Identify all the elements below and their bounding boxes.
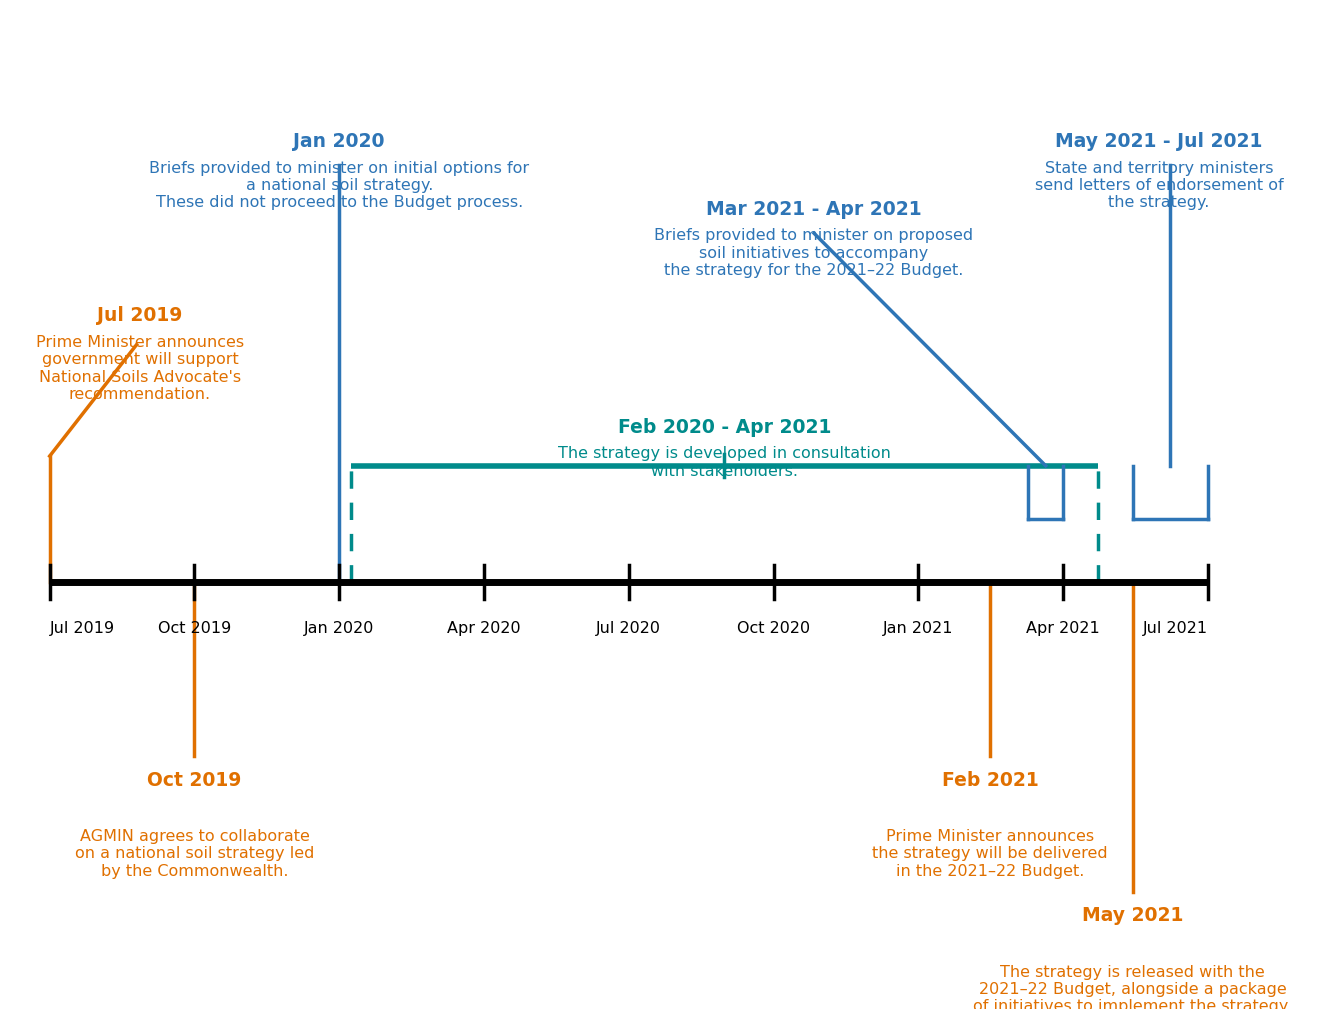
Text: AGMIN agrees to collaborate
on a national soil strategy led
by the Commonwealth.: AGMIN agrees to collaborate on a nationa… bbox=[74, 829, 314, 879]
Text: May 2021 - Jul 2021: May 2021 - Jul 2021 bbox=[1055, 132, 1263, 151]
Text: The strategy is released with the
2021–22 Budget, alongside a package
of initiat: The strategy is released with the 2021–2… bbox=[974, 965, 1291, 1009]
Text: Prime Minister announces
the strategy will be delivered
in the 2021–22 Budget.: Prime Minister announces the strategy wi… bbox=[872, 829, 1108, 879]
Text: Feb 2020 - Apr 2021: Feb 2020 - Apr 2021 bbox=[617, 418, 831, 437]
Text: Jan 2020: Jan 2020 bbox=[304, 621, 374, 636]
Text: Oct 2019: Oct 2019 bbox=[158, 621, 231, 636]
Text: Briefs provided to minister on proposed
soil initiatives to accompany
the strate: Briefs provided to minister on proposed … bbox=[654, 228, 974, 278]
Text: Apr 2020: Apr 2020 bbox=[447, 621, 520, 636]
Text: Briefs provided to minister on initial options for
a national soil strategy.
The: Briefs provided to minister on initial o… bbox=[149, 160, 529, 211]
Text: Oct 2019: Oct 2019 bbox=[147, 771, 242, 790]
Text: Oct 2020: Oct 2020 bbox=[736, 621, 809, 636]
Text: Jul 2019: Jul 2019 bbox=[49, 621, 115, 636]
Text: Jan 2020: Jan 2020 bbox=[293, 132, 385, 151]
Text: Feb 2021: Feb 2021 bbox=[942, 771, 1039, 790]
Text: Jul 2020: Jul 2020 bbox=[596, 621, 661, 636]
Text: Jul 2019: Jul 2019 bbox=[97, 307, 183, 325]
Text: The strategy is developed in consultation
with stakeholders.: The strategy is developed in consultatio… bbox=[557, 446, 890, 479]
Text: Jan 2021: Jan 2021 bbox=[882, 621, 954, 636]
Text: Jul 2021: Jul 2021 bbox=[1143, 621, 1208, 636]
Text: Apr 2021: Apr 2021 bbox=[1026, 621, 1100, 636]
Text: State and territory ministers
send letters of endorsement of
the strategy.: State and territory ministers send lette… bbox=[1035, 160, 1283, 211]
Text: Mar 2021 - Apr 2021: Mar 2021 - Apr 2021 bbox=[706, 200, 922, 219]
Text: Prime Minister announces
government will support
National Soils Advocate's
recom: Prime Minister announces government will… bbox=[36, 335, 244, 403]
Text: May 2021: May 2021 bbox=[1082, 906, 1184, 925]
